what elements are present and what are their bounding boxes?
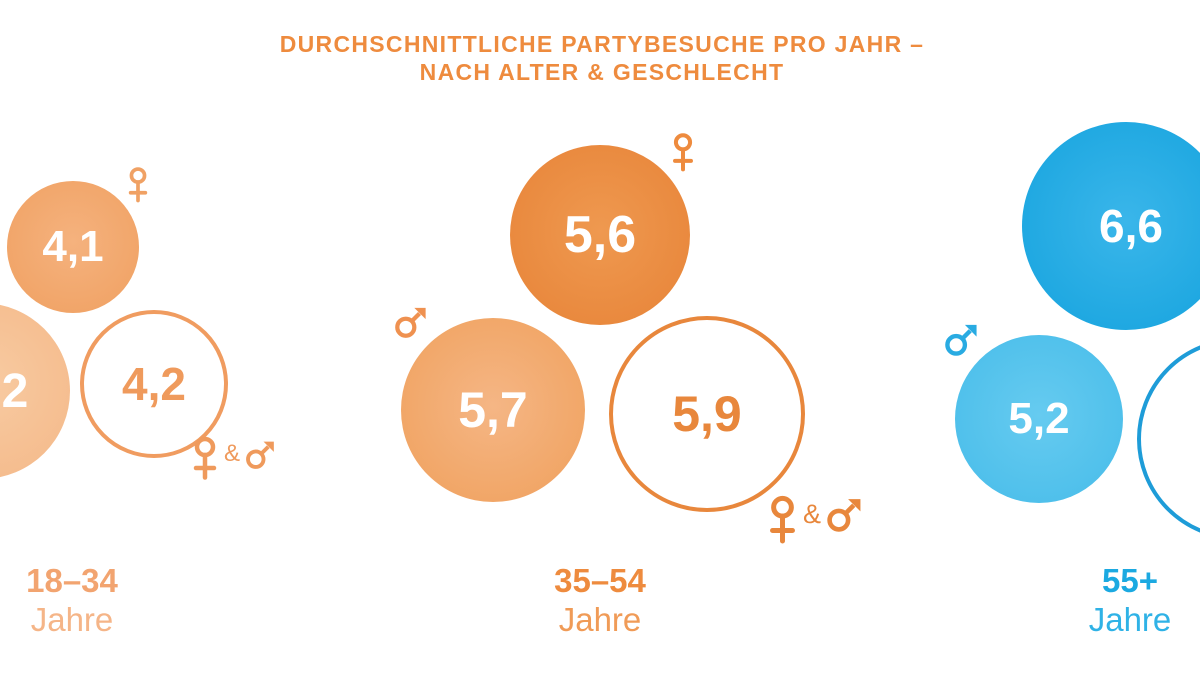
age-unit: Jahre xyxy=(30,601,114,638)
ampersand: & xyxy=(803,499,822,529)
age-label-18-34: 18–34 Jahre xyxy=(0,561,152,639)
bubble-both-55-plus xyxy=(1137,338,1200,540)
bubble-value: 5,2 xyxy=(1008,394,1070,443)
bubble-male-35-54: 5,7 xyxy=(401,318,585,502)
male-icon xyxy=(945,324,977,356)
age-label-35-54: 35–54 Jahre xyxy=(520,561,680,639)
age-label-55-plus: 55+ Jahre xyxy=(1050,561,1200,639)
bubble-male-18-34: 2 xyxy=(0,303,70,479)
bubble-female-35-54: 5,6 xyxy=(510,145,690,325)
age-range: 18–34 xyxy=(26,562,118,599)
chart-title-line2: NACH ALTER & GESCHLECHT xyxy=(419,59,785,85)
bubble-both-35-54: 5,9 xyxy=(609,316,805,512)
bubble-female-18-34: 4,1 xyxy=(7,181,139,313)
female-icon xyxy=(128,167,148,203)
age-unit: Jahre xyxy=(558,601,642,638)
bubble-value: 5,6 xyxy=(563,206,637,264)
female-icon xyxy=(673,133,693,172)
chart-title-line1: DURCHSCHNITTLICHE PARTYBESUCHE PRO JAHR … xyxy=(279,31,925,57)
ampersand: & xyxy=(224,440,241,467)
bubble-value: 5,7 xyxy=(458,382,528,438)
female-icon xyxy=(770,495,795,544)
chart-title: DURCHSCHNITTLICHE PARTYBESUCHE PRO JAHR … xyxy=(0,30,1200,86)
age-range: 55+ xyxy=(1102,562,1158,599)
male-icon xyxy=(827,499,861,532)
age-range: 35–54 xyxy=(554,562,646,599)
bubble-female-55-plus: 6,6 xyxy=(1022,122,1200,330)
bubble-value: 2 xyxy=(1,364,29,418)
bubble-both-18-34: 4,2 xyxy=(80,310,228,458)
bubble-value: 4,1 xyxy=(42,222,104,271)
female-and-male-icon: & xyxy=(767,494,863,546)
bubble-value: 6,6 xyxy=(1099,200,1163,252)
bubble-male-55-plus: 5,2 xyxy=(955,335,1123,503)
bubble-value: 5,9 xyxy=(672,386,742,442)
male-icon xyxy=(395,307,426,338)
female-icon xyxy=(193,436,217,480)
bubble-value: 4,2 xyxy=(122,358,186,410)
male-icon xyxy=(246,441,274,469)
female-and-male-icon: & xyxy=(191,436,276,481)
age-unit: Jahre xyxy=(1088,601,1172,638)
